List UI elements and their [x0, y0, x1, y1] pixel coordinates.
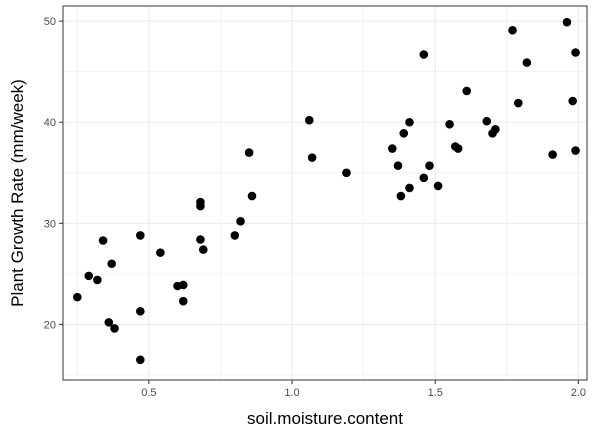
x-tick-label: 0.5 [141, 387, 156, 399]
data-point [110, 324, 119, 333]
data-point [453, 144, 463, 153]
data-point [419, 173, 429, 183]
x-tick-label: 1.5 [428, 387, 443, 399]
y-tick-label: 20 [44, 319, 56, 331]
data-point [548, 150, 557, 159]
data-point [178, 280, 188, 290]
data-point [230, 231, 240, 240]
data-point [156, 248, 165, 257]
data-points [73, 17, 580, 365]
data-point [196, 197, 205, 207]
data-point [571, 146, 580, 155]
data-point [419, 50, 429, 59]
data-point [399, 129, 409, 138]
axis-ticks: 0.5 1.0 1.5 2.0 20 30 40 50 [44, 16, 586, 399]
data-point [73, 292, 82, 302]
x-tick-label: 1.0 [284, 387, 299, 399]
data-point [425, 161, 434, 171]
y-tick-label: 50 [44, 16, 56, 28]
data-point [522, 58, 532, 67]
data-point [508, 25, 517, 35]
data-point [236, 217, 245, 226]
data-point [568, 96, 577, 106]
panel-border [62, 5, 588, 381]
data-point [178, 296, 188, 306]
data-point [445, 119, 454, 129]
data-point [244, 148, 254, 157]
data-point [307, 153, 317, 162]
y-axis-title: Plant Growth Rate (mm/week) [8, 79, 27, 307]
data-point [98, 236, 108, 245]
x-axis-title: soil.moisture.content [247, 409, 403, 428]
data-point [304, 115, 314, 125]
y-tick-label: 40 [44, 117, 56, 129]
data-point [393, 161, 403, 171]
data-point [84, 271, 94, 281]
data-point [571, 48, 580, 57]
data-point [247, 191, 257, 201]
data-point [482, 116, 492, 126]
data-point [491, 125, 500, 134]
data-point [433, 181, 443, 191]
data-point [562, 17, 572, 27]
data-point [405, 183, 414, 193]
data-point [342, 168, 351, 178]
data-point [136, 306, 145, 316]
data-point [405, 117, 414, 127]
data-point [196, 235, 205, 244]
data-point [462, 86, 472, 96]
data-point [396, 191, 406, 201]
y-tick-label: 30 [44, 218, 56, 230]
data-point [104, 318, 114, 327]
data-point [513, 98, 523, 108]
x-tick-label: 2.0 [571, 387, 586, 399]
data-point [136, 355, 145, 365]
data-point [387, 144, 397, 153]
data-point [136, 231, 145, 240]
data-point [93, 275, 102, 285]
data-point [199, 245, 208, 254]
data-point [107, 259, 116, 269]
grid-lines [63, 6, 587, 380]
